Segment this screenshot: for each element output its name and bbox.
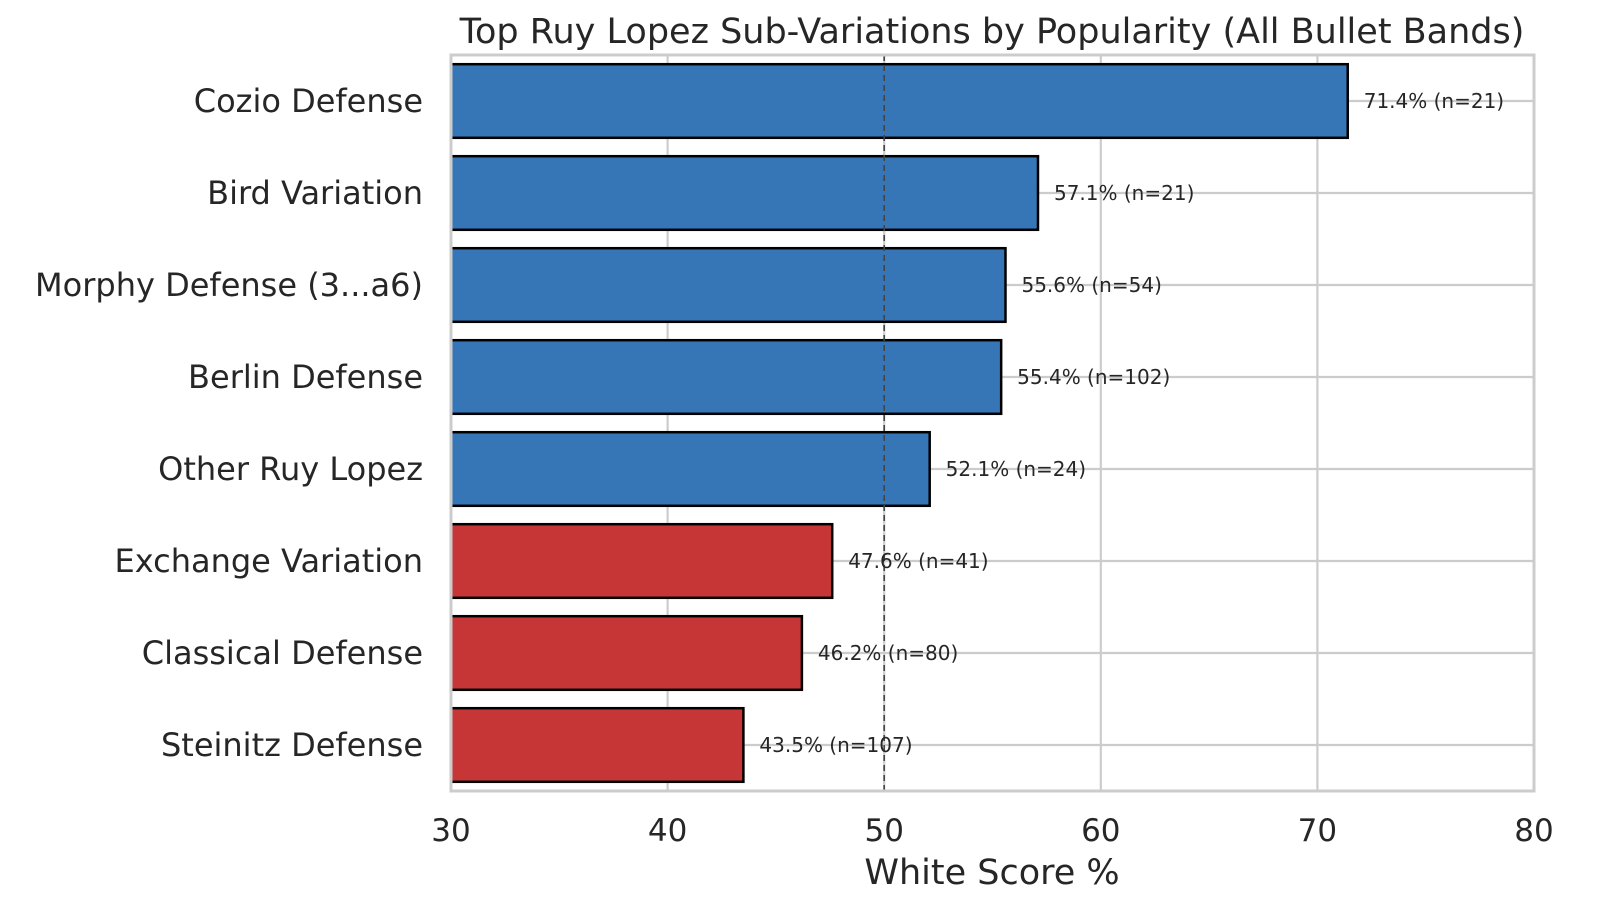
bar-value-labels: 71.4% (n=21) 57.1% (n=21) 55.6% (n=54) 55.4… bbox=[759, 89, 1504, 757]
y-tick-label: Exchange Variation bbox=[115, 542, 424, 580]
bar bbox=[449, 154, 1040, 232]
x-tick-label: 60 bbox=[1081, 813, 1120, 849]
y-tick-label: Berlin Defense bbox=[188, 358, 423, 396]
bars bbox=[449, 62, 1349, 784]
y-tick-label: Steinitz Defense bbox=[161, 726, 423, 764]
x-tick-label: 50 bbox=[864, 813, 903, 849]
bar-value-label: 46.2% (n=80) bbox=[818, 641, 958, 665]
bar bbox=[449, 430, 931, 508]
x-axis-label: White Score % bbox=[864, 853, 1119, 893]
bar-value-label: 57.1% (n=21) bbox=[1054, 181, 1194, 205]
plot-frame bbox=[449, 53, 1536, 793]
y-tick-label: Classical Defense bbox=[142, 634, 423, 672]
x-tick-label: 40 bbox=[648, 813, 687, 849]
y-tick-label: Morphy Defense (3...a6) bbox=[35, 266, 423, 304]
x-axis-ticks: 30 40 50 60 70 80 bbox=[431, 813, 1553, 849]
bar-value-label: 52.1% (n=24) bbox=[946, 457, 1086, 481]
bar bbox=[449, 614, 804, 692]
bar bbox=[449, 62, 1349, 140]
bar-value-label: 47.6% (n=41) bbox=[848, 549, 988, 573]
bar-value-label: 55.6% (n=54) bbox=[1021, 273, 1161, 297]
bar-value-label: 71.4% (n=21) bbox=[1364, 89, 1504, 113]
chart-title: Top Ruy Lopez Sub-Variations by Populari… bbox=[459, 12, 1525, 52]
x-tick-label: 80 bbox=[1514, 813, 1553, 849]
bar-value-label: 43.5% (n=107) bbox=[759, 733, 912, 757]
bar-value-label: 55.4% (n=102) bbox=[1017, 365, 1170, 389]
x-tick-label: 70 bbox=[1298, 813, 1337, 849]
y-tick-label: Cozio Defense bbox=[194, 82, 423, 120]
y-tick-label: Other Ruy Lopez bbox=[158, 450, 423, 488]
bar bbox=[449, 706, 745, 784]
bar bbox=[449, 246, 1007, 324]
bar bbox=[449, 338, 1003, 416]
bar bbox=[449, 522, 834, 600]
x-tick-label: 30 bbox=[431, 813, 470, 849]
y-axis-labels: Cozio Defense Bird Variation Morphy Defens… bbox=[35, 82, 423, 764]
y-tick-label: Bird Variation bbox=[207, 174, 423, 212]
